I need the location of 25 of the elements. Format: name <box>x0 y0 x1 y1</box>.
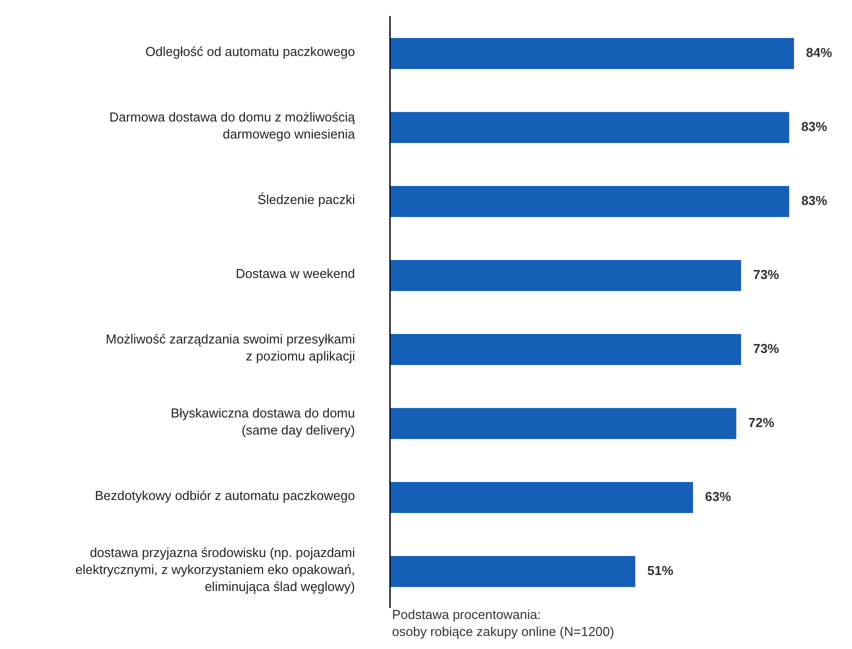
bar <box>390 112 790 143</box>
data-label: 72% <box>748 414 775 430</box>
data-label: 73% <box>753 266 780 282</box>
bar <box>390 260 742 291</box>
bar <box>390 408 736 439</box>
y-tick-label: Bezdotykowy odbiór z automatu paczkowego <box>94 488 355 504</box>
y-tick-label: Odległość od automatu paczkowego <box>145 44 355 60</box>
bar <box>390 482 693 513</box>
data-label: 83% <box>801 118 828 134</box>
bar <box>390 38 794 69</box>
data-label: 51% <box>647 562 674 578</box>
annotation: Podstawa procentowania: osoby robiące zakupy online (N=1200) <box>392 606 614 640</box>
y-tick-label: Możliwość zarządzania swoimi przesyłkami z poziomu aplikacji <box>106 332 356 364</box>
y-tick-label: dostawa przyjazna środowisku (np. pojazdami elektrycznymi, z wykorzystaniem eko opakowań, eliminująca ślad węglowy) <box>75 545 356 594</box>
y-tick-label: Błyskawiczna dostawa do domu (same day delivery) <box>170 406 355 438</box>
y-tick-label: Darmowa dostawa do domu z możliwością darmowego wniesienia <box>109 110 356 142</box>
bar <box>390 186 790 217</box>
data-label: 84% <box>806 44 832 60</box>
data-label: 63% <box>705 488 732 504</box>
bar <box>390 334 742 365</box>
y-tick-label: Dostawa w weekend <box>236 266 355 282</box>
data-label: 83% <box>801 192 828 208</box>
y-tick-label: Śledzenie paczki <box>257 192 356 208</box>
data-label: 73% <box>753 340 780 356</box>
bar <box>390 556 636 587</box>
